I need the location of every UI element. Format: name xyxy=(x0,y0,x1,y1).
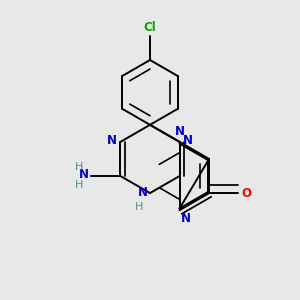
Text: O: O xyxy=(242,187,251,200)
Text: N: N xyxy=(138,186,148,199)
Text: Cl: Cl xyxy=(144,21,156,34)
Text: N: N xyxy=(183,134,193,147)
Text: N: N xyxy=(181,212,191,225)
Text: N: N xyxy=(175,125,184,139)
Text: N: N xyxy=(79,168,89,181)
Text: H: H xyxy=(74,163,83,172)
Text: H: H xyxy=(74,180,83,190)
Text: H: H xyxy=(135,202,143,212)
Text: N: N xyxy=(107,134,117,147)
